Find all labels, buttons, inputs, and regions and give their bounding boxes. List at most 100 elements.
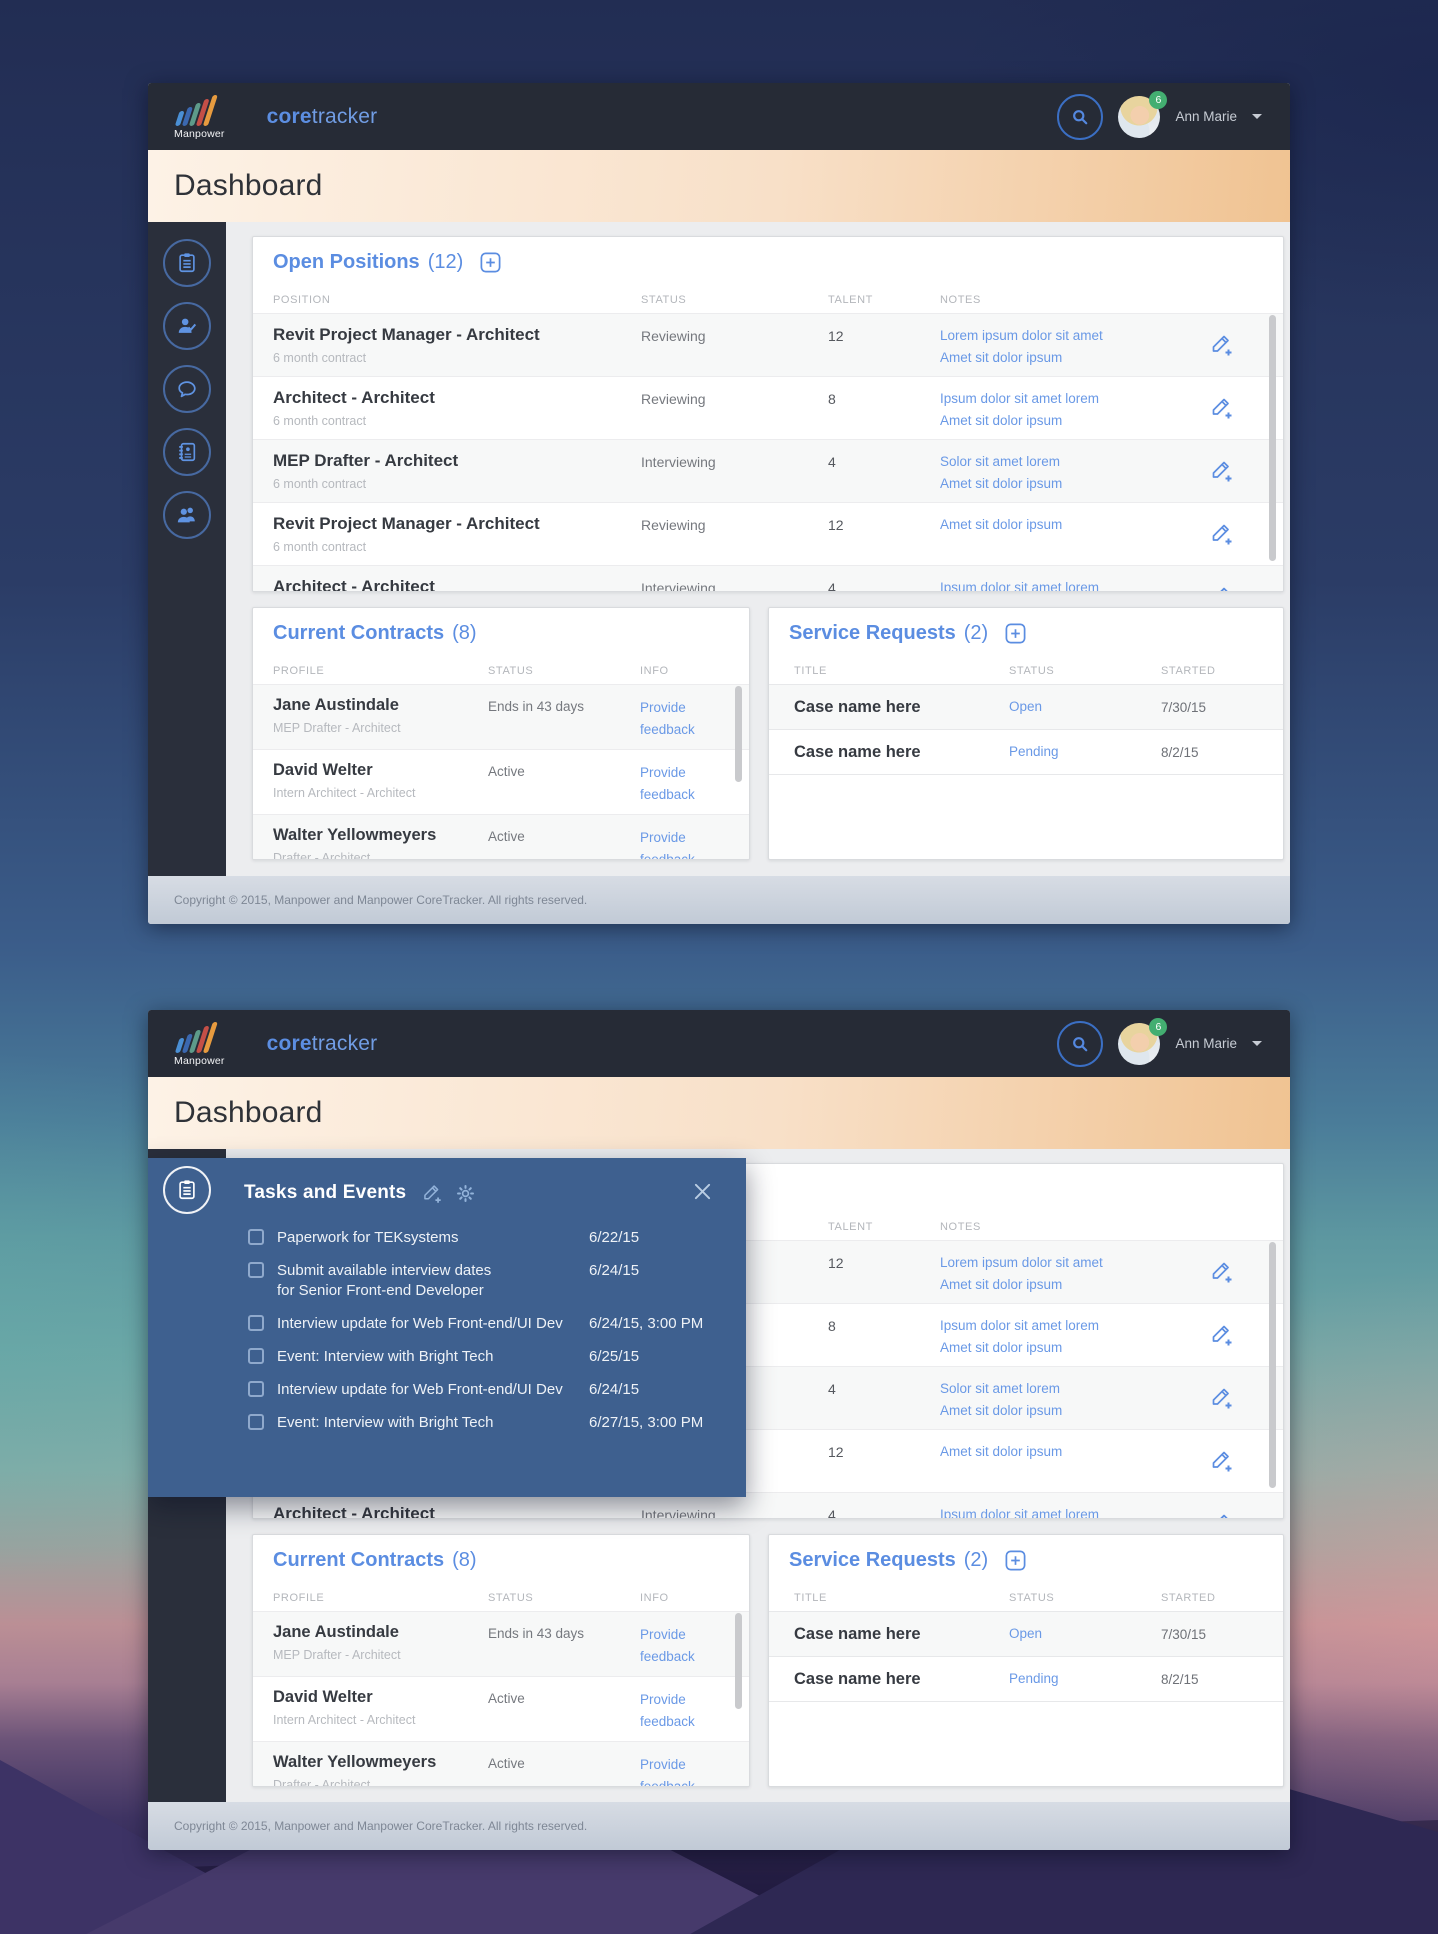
- manpower-logo-text: Manpower: [174, 1054, 225, 1067]
- notes-link[interactable]: Solor sit amet lorem Amet sit dolor ipsu…: [940, 454, 1063, 492]
- open-positions-panel: Open Positions (12) POSITION STATUS TALE…: [252, 236, 1284, 592]
- search-button[interactable]: [1057, 1020, 1104, 1067]
- provide-feedback-link[interactable]: Provide feedback: [640, 830, 695, 860]
- notes-link[interactable]: Ipsum dolor sit amet lorem: [940, 580, 1100, 592]
- task-item[interactable]: Interview update for Web Front-end/UI De…: [248, 1380, 746, 1400]
- add-service-request-button[interactable]: [1004, 622, 1027, 645]
- table-row[interactable]: Case name here Pending 8/2/15: [769, 730, 1283, 775]
- table-row[interactable]: Jane Austindale MEP Drafter - Architect E…: [253, 684, 749, 749]
- task-checkbox[interactable]: [248, 1381, 264, 1397]
- task-item[interactable]: Submit available interview dates for Sen…: [248, 1261, 746, 1301]
- edit-note-icon[interactable]: [1185, 440, 1257, 502]
- provide-feedback-link[interactable]: Provide feedback: [640, 1692, 695, 1729]
- task-item[interactable]: Paperwork for TEKsystems 6/22/15: [248, 1228, 746, 1248]
- edit-note-icon[interactable]: [1185, 314, 1257, 376]
- notes-link[interactable]: Ipsum dolor sit amet lorem Amet sit dolo…: [940, 391, 1100, 429]
- table-row[interactable]: Walter Yellowmeyers Drafter - Architect A…: [253, 1741, 749, 1787]
- chevron-down-icon[interactable]: [1252, 114, 1262, 119]
- edit-note-icon[interactable]: [1185, 1430, 1257, 1492]
- manpower-logo: Manpower: [174, 94, 225, 140]
- open-positions-header: Open Positions (12): [253, 237, 1283, 287]
- close-icon[interactable]: [693, 1182, 712, 1204]
- task-checkbox[interactable]: [248, 1262, 264, 1278]
- notes-link[interactable]: Lorem ipsum dolor sit amet Amet sit dolo…: [940, 1255, 1103, 1293]
- edit-tasks-icon[interactable]: [421, 1183, 442, 1204]
- app-header: Manpower coretracker 6 Ann Marie: [148, 1010, 1290, 1077]
- user-avatar-wrap[interactable]: 6: [1118, 90, 1168, 138]
- table-row[interactable]: David Welter Intern Architect - Architect…: [253, 1676, 749, 1741]
- case-status-link[interactable]: Pending: [1009, 744, 1059, 760]
- person-check-icon: [176, 315, 198, 337]
- task-item[interactable]: Event: Interview with Bright Tech 6/27/1…: [248, 1413, 746, 1433]
- table-row[interactable]: David Welter Intern Architect - Architect…: [253, 749, 749, 814]
- notification-badge[interactable]: 6: [1149, 90, 1168, 109]
- col-status: STATUS: [488, 665, 534, 677]
- provide-feedback-link[interactable]: Provide feedback: [640, 1627, 695, 1664]
- service-requests-header: Service Requests (2): [769, 1535, 1283, 1585]
- chat-bubble-icon: [176, 378, 198, 400]
- scrollbar-thumb[interactable]: [735, 1613, 742, 1709]
- task-item[interactable]: Event: Interview with Bright Tech 6/25/1…: [248, 1347, 746, 1367]
- scrollbar-thumb[interactable]: [1269, 315, 1276, 561]
- open-positions-column-headers: POSITION STATUS TALENT NOTES: [253, 287, 1283, 313]
- chevron-down-icon[interactable]: [1252, 1041, 1262, 1046]
- user-name[interactable]: Ann Marie: [1175, 1036, 1237, 1051]
- notes-link[interactable]: Solor sit amet lorem Amet sit dolor ipsu…: [940, 1381, 1063, 1419]
- search-button[interactable]: [1057, 93, 1104, 140]
- case-status-link[interactable]: Pending: [1009, 1671, 1059, 1687]
- notes-link[interactable]: Lorem ipsum dolor sit amet Amet sit dolo…: [940, 328, 1103, 366]
- edit-note-icon[interactable]: [1185, 566, 1257, 592]
- task-checkbox[interactable]: [248, 1315, 264, 1331]
- task-checkbox[interactable]: [248, 1348, 264, 1364]
- edit-note-icon[interactable]: [1185, 1241, 1257, 1303]
- table-row[interactable]: Jane Austindale MEP Drafter - Architect E…: [253, 1611, 749, 1676]
- main-content: Open Positions (12) POSITION STATUS TALE…: [226, 1149, 1290, 1802]
- case-status-link[interactable]: Open: [1009, 1626, 1043, 1642]
- edit-note-icon[interactable]: [1185, 1367, 1257, 1429]
- service-requests-panel: Service Requests (2) TITLE STATUS STARTE…: [768, 607, 1284, 860]
- settings-gear-icon[interactable]: [457, 1185, 474, 1202]
- scrollbar-thumb[interactable]: [1269, 1242, 1276, 1488]
- coretracker-window-tasks-open: Manpower coretracker 6 Ann Marie Dashboa…: [148, 1010, 1290, 1850]
- scrollbar-thumb[interactable]: [735, 686, 742, 782]
- service-requests-title: Service Requests: [789, 621, 956, 644]
- user-avatar-wrap[interactable]: 6: [1118, 1017, 1168, 1065]
- edit-note-icon[interactable]: [1185, 1304, 1257, 1366]
- table-row[interactable]: Walter Yellowmeyers Drafter - Architect A…: [253, 814, 749, 860]
- edit-note-icon[interactable]: [1185, 377, 1257, 439]
- user-name[interactable]: Ann Marie: [1175, 109, 1237, 124]
- notebook-icon: [176, 441, 198, 463]
- sidebar-item-talent[interactable]: [163, 302, 211, 350]
- notes-link[interactable]: Ipsum dolor sit amet lorem Amet sit dolo…: [940, 1318, 1100, 1356]
- sidebar-item-team[interactable]: [163, 491, 211, 539]
- task-checkbox[interactable]: [248, 1229, 264, 1245]
- notes-link[interactable]: Amet sit dolor ipsum: [940, 517, 1063, 532]
- table-row[interactable]: Case name here Open 7/30/15: [769, 685, 1283, 730]
- current-contracts-count: (8): [452, 621, 477, 644]
- provide-feedback-link[interactable]: Provide feedback: [640, 1757, 695, 1787]
- task-item[interactable]: Interview update for Web Front-end/UI De…: [248, 1314, 746, 1334]
- service-requests-column-headers: TITLE STATUS STARTED: [769, 1585, 1283, 1612]
- table-row[interactable]: Case name here Pending 8/2/15: [769, 1657, 1283, 1702]
- notes-link[interactable]: Ipsum dolor sit amet lorem: [940, 1507, 1100, 1519]
- notes-link[interactable]: Amet sit dolor ipsum: [940, 1444, 1063, 1459]
- table-row[interactable]: Case name here Open 7/30/15: [769, 1612, 1283, 1657]
- sidebar-item-tasks-active[interactable]: [163, 1166, 211, 1214]
- case-status-link[interactable]: Open: [1009, 699, 1043, 715]
- provide-feedback-link[interactable]: Provide feedback: [640, 700, 695, 737]
- sidebar-item-contacts[interactable]: [163, 428, 211, 476]
- add-position-button[interactable]: [479, 251, 502, 274]
- sidebar-item-messages[interactable]: [163, 365, 211, 413]
- edit-note-icon[interactable]: [1185, 503, 1257, 565]
- provide-feedback-link[interactable]: Provide feedback: [640, 765, 695, 802]
- add-service-request-button[interactable]: [1004, 1549, 1027, 1572]
- edit-note-icon[interactable]: [1185, 1493, 1257, 1519]
- sidebar-item-tasks[interactable]: [163, 239, 211, 287]
- notification-badge[interactable]: 6: [1149, 1017, 1168, 1036]
- task-checkbox[interactable]: [248, 1414, 264, 1430]
